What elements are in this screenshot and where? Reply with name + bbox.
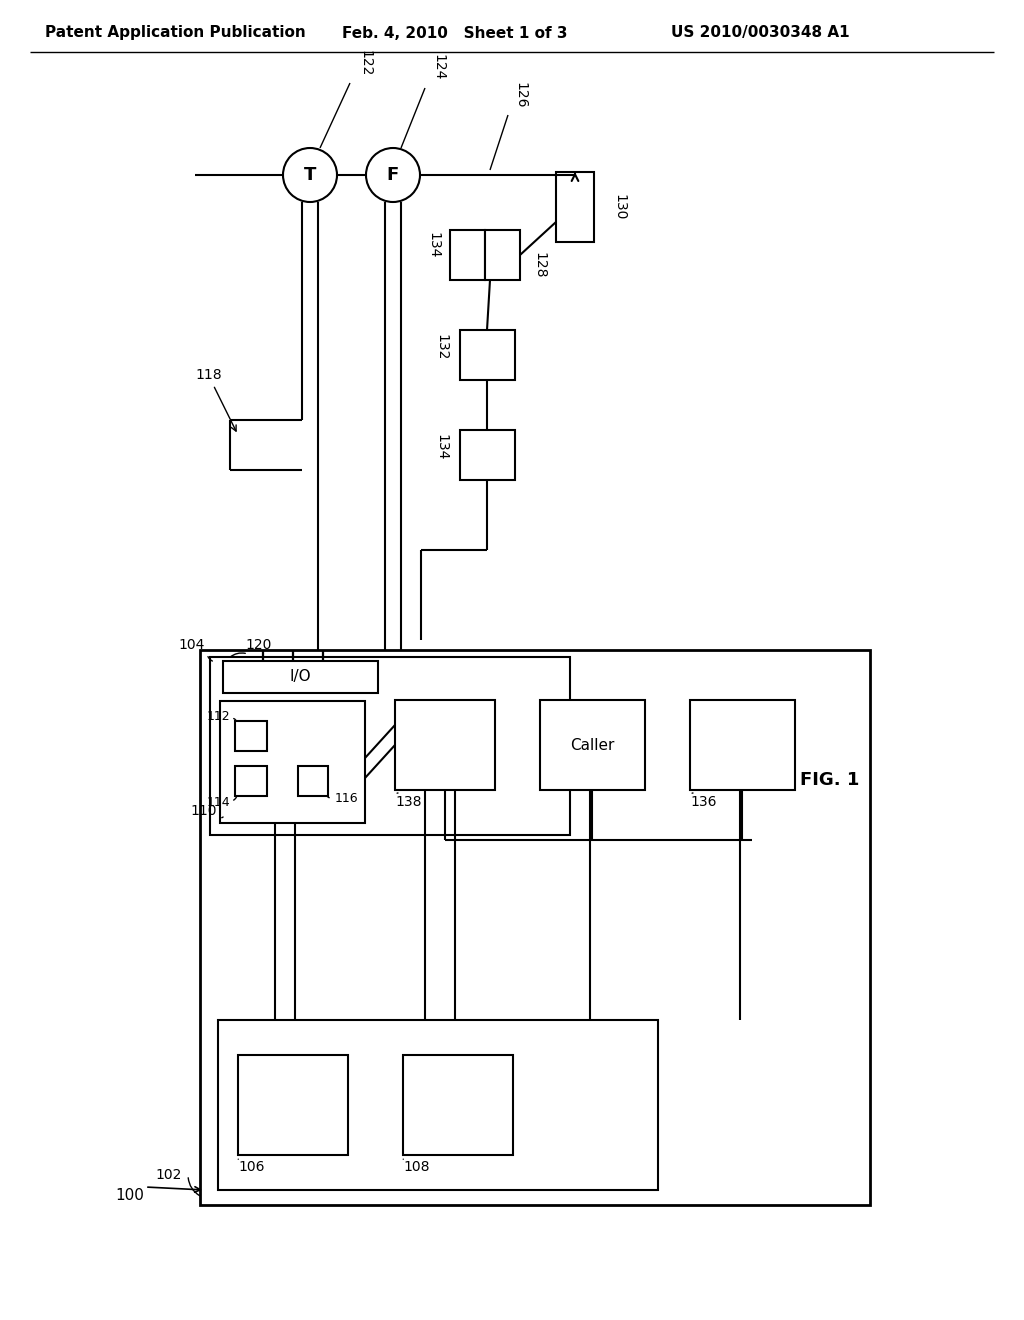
- Text: 128: 128: [532, 252, 546, 279]
- Circle shape: [366, 148, 420, 202]
- Text: 134: 134: [434, 434, 449, 461]
- Bar: [234, 721, 267, 751]
- Text: Feb. 4, 2010   Sheet 1 of 3: Feb. 4, 2010 Sheet 1 of 3: [342, 25, 567, 41]
- Bar: [220, 701, 365, 822]
- Text: US 2010/0030348 A1: US 2010/0030348 A1: [671, 25, 849, 41]
- Text: 100: 100: [116, 1188, 144, 1203]
- Bar: [690, 700, 795, 789]
- Bar: [395, 700, 495, 789]
- Circle shape: [283, 148, 337, 202]
- Text: 102: 102: [156, 1168, 182, 1181]
- Bar: [450, 230, 485, 280]
- Text: Patent Application Publication: Patent Application Publication: [45, 25, 305, 41]
- Bar: [223, 661, 378, 693]
- Text: 120: 120: [245, 638, 271, 652]
- Bar: [238, 1055, 348, 1155]
- Bar: [485, 230, 520, 280]
- Text: 124: 124: [431, 54, 445, 81]
- Bar: [460, 330, 515, 380]
- Text: 108: 108: [403, 1160, 429, 1173]
- Text: T: T: [304, 166, 316, 183]
- Bar: [403, 1055, 513, 1155]
- Bar: [200, 649, 870, 1205]
- Text: 104: 104: [178, 638, 205, 652]
- Text: 110: 110: [190, 804, 217, 818]
- Text: 138: 138: [395, 795, 422, 809]
- Text: 112: 112: [207, 710, 230, 722]
- Text: F: F: [387, 166, 399, 183]
- Text: 134: 134: [426, 232, 440, 259]
- Bar: [218, 1020, 658, 1191]
- Text: 122: 122: [358, 50, 372, 77]
- Bar: [234, 766, 267, 796]
- Text: Caller: Caller: [569, 738, 614, 752]
- Text: 136: 136: [690, 795, 717, 809]
- Bar: [540, 700, 645, 789]
- Text: 126: 126: [513, 82, 527, 108]
- Bar: [460, 430, 515, 480]
- Text: I/O: I/O: [289, 669, 311, 685]
- Bar: [556, 172, 594, 242]
- Text: 114: 114: [207, 796, 230, 809]
- Text: 106: 106: [238, 1160, 264, 1173]
- Text: 116: 116: [335, 792, 358, 804]
- Text: 132: 132: [434, 334, 449, 360]
- Bar: [210, 657, 570, 836]
- Text: 130: 130: [612, 194, 626, 220]
- Bar: [298, 766, 328, 796]
- Text: 118: 118: [195, 368, 237, 432]
- Text: FIG. 1: FIG. 1: [801, 771, 860, 789]
